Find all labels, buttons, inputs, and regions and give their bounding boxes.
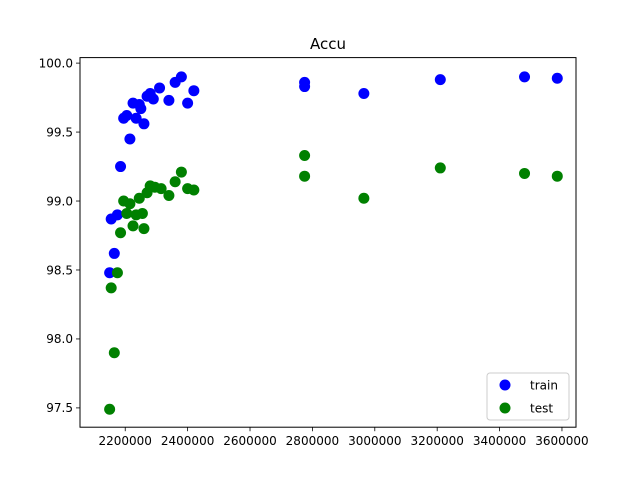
legend-marker-train xyxy=(499,379,511,391)
data-point-test xyxy=(121,207,133,219)
data-point-train xyxy=(551,72,563,84)
data-point-train xyxy=(135,103,147,115)
data-point-train xyxy=(124,133,136,145)
data-point-test xyxy=(111,267,123,279)
y-tick-label: 99.0 xyxy=(46,194,73,208)
data-point-test xyxy=(108,347,120,359)
data-point-train xyxy=(154,82,166,94)
y-tick-label: 97.5 xyxy=(46,401,73,415)
data-point-test xyxy=(299,150,311,162)
data-point-train xyxy=(299,81,311,93)
data-point-train xyxy=(182,97,194,109)
x-tick-label: 3200000 xyxy=(410,434,463,448)
data-point-test xyxy=(299,170,311,182)
x-tick-label: 3400000 xyxy=(473,434,526,448)
data-point-train xyxy=(163,94,175,106)
x-tick-label: 2200000 xyxy=(99,434,152,448)
chart-title: Accu xyxy=(310,35,346,53)
data-point-test xyxy=(519,167,531,179)
legend-marker-test xyxy=(499,402,511,414)
x-tick-label: 2600000 xyxy=(223,434,276,448)
data-point-test xyxy=(155,183,167,195)
x-tick-label: 3600000 xyxy=(535,434,588,448)
data-point-test xyxy=(127,220,139,232)
legend-label-test: test xyxy=(530,402,553,416)
data-point-train xyxy=(138,118,150,130)
data-point-test xyxy=(133,192,145,204)
x-tick-label: 2800000 xyxy=(286,434,339,448)
x-axis: 2200000 2400000 2600000 2800000 3000000 32000… xyxy=(99,427,589,448)
data-point-test xyxy=(358,192,370,204)
data-point-test xyxy=(169,176,181,188)
data-point-train xyxy=(121,110,133,122)
y-axis: 97.5 98.0 98.5 99.0 99.5 100.0 xyxy=(39,56,80,415)
data-point-test xyxy=(105,282,117,294)
data-point-train xyxy=(104,267,116,279)
data-point-train xyxy=(175,71,187,83)
x-tick-label: 3000000 xyxy=(348,434,401,448)
data-point-test xyxy=(434,162,446,174)
data-point-train xyxy=(130,112,142,124)
points-layer xyxy=(104,71,563,415)
data-point-train xyxy=(147,93,159,105)
data-point-test xyxy=(115,227,127,239)
data-point-train xyxy=(188,85,200,97)
y-tick-label: 99.5 xyxy=(46,125,73,139)
legend-label-train: train xyxy=(530,379,558,393)
data-point-test xyxy=(163,190,175,202)
data-point-test xyxy=(551,170,563,182)
y-tick-label: 98.5 xyxy=(46,263,73,277)
data-point-test xyxy=(136,207,148,219)
data-point-train xyxy=(358,87,370,99)
data-point-test xyxy=(124,198,136,210)
plot-area xyxy=(80,57,576,428)
data-point-train xyxy=(115,161,127,173)
data-point-train xyxy=(108,247,120,259)
data-point-train xyxy=(434,74,446,86)
legend: train test xyxy=(486,372,570,421)
y-tick-label: 98.0 xyxy=(46,332,73,346)
x-tick-label: 2400000 xyxy=(161,434,214,448)
data-point-test xyxy=(188,184,200,196)
data-point-test xyxy=(138,223,150,235)
data-point-train xyxy=(111,209,123,221)
data-point-test xyxy=(175,166,187,178)
data-point-train xyxy=(519,71,531,83)
plot-frame xyxy=(79,57,577,428)
data-point-test xyxy=(104,403,116,415)
y-tick-label: 100.0 xyxy=(39,56,73,70)
